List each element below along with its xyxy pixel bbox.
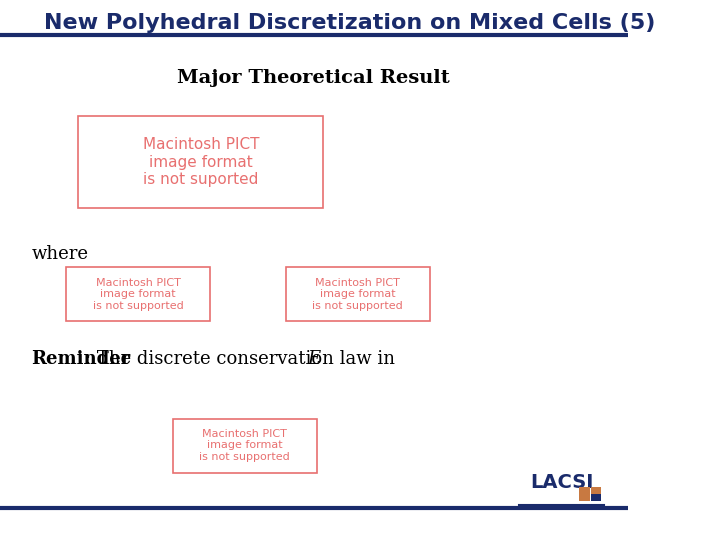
- Text: New Polyhedral Discretization on Mixed Cells (5): New Polyhedral Discretization on Mixed C…: [44, 13, 655, 33]
- Text: E: E: [307, 350, 320, 368]
- Text: Major Theoretical Result: Major Theoretical Result: [177, 69, 450, 87]
- FancyBboxPatch shape: [286, 267, 430, 321]
- Bar: [590, 494, 601, 501]
- Bar: [590, 487, 601, 494]
- Text: Macintosh PICT
image format
is not supported: Macintosh PICT image format is not suppo…: [93, 278, 184, 311]
- FancyBboxPatch shape: [66, 267, 210, 321]
- Text: LACSI: LACSI: [530, 474, 593, 492]
- Text: where: where: [32, 245, 89, 263]
- Text: Macintosh PICT
image format
is not supported: Macintosh PICT image format is not suppo…: [199, 429, 290, 462]
- Text: Macintosh PICT
image format
is not suported: Macintosh PICT image format is not supor…: [143, 137, 259, 187]
- FancyBboxPatch shape: [173, 418, 317, 472]
- Text: Reminder: Reminder: [32, 350, 130, 368]
- Text: Macintosh PICT
image format
is not supported: Macintosh PICT image format is not suppo…: [312, 278, 403, 311]
- Bar: [580, 487, 590, 494]
- Bar: [580, 494, 590, 501]
- FancyBboxPatch shape: [78, 116, 323, 208]
- Text: : The discrete conservation law in: : The discrete conservation law in: [85, 350, 400, 368]
